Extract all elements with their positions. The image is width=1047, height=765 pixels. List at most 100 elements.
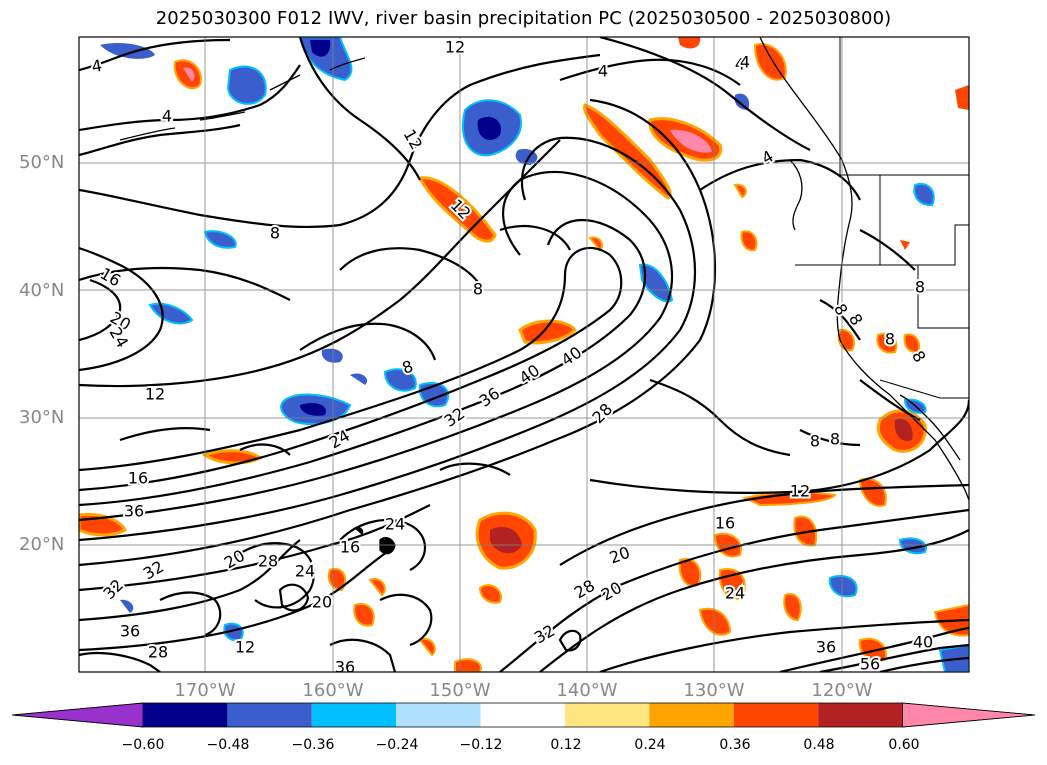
- contour-label-halo: 36: [816, 638, 836, 657]
- contour-label-halo: 8: [885, 330, 895, 349]
- colorbar-segment: [143, 703, 228, 727]
- contour-label: 24: [725, 584, 745, 603]
- colorbar-label: −0.60: [121, 737, 165, 753]
- colorbar-label: 0.48: [803, 737, 835, 753]
- lon-label-130w: 130°W: [683, 680, 745, 701]
- map-frame: [78, 36, 970, 673]
- colorbar-segment: [227, 703, 312, 727]
- contour-label: 36: [120, 622, 140, 641]
- colorbar-extend-min: [11, 702, 144, 728]
- contour-label-halo: 36: [124, 502, 144, 521]
- contour-label: 4: [90, 56, 103, 76]
- contour-label-halo: 8: [810, 432, 820, 451]
- contour-label: 8: [885, 330, 895, 349]
- political-borders: [795, 37, 969, 399]
- contour-label: 8: [810, 432, 820, 451]
- contour-label: 8: [830, 430, 840, 449]
- coastlines: [119, 37, 969, 555]
- contour-label-halo: 24: [725, 584, 745, 603]
- contour-label-halo: 12: [235, 638, 255, 657]
- contour-label-halo: 28: [148, 643, 168, 662]
- lat-label-50n: 50°N: [19, 152, 65, 173]
- contour-label-halo: 8: [270, 224, 280, 243]
- contour-label-halo: 12: [145, 385, 165, 404]
- lon-label-160w: 160°W: [302, 680, 364, 701]
- contour-label-halo: 4: [735, 55, 745, 74]
- contour-label: 36: [124, 502, 144, 521]
- contour-label: 36: [816, 638, 836, 657]
- iwv-contours: [79, 37, 969, 672]
- contour-label-halo: 24: [385, 515, 405, 534]
- contour-label: 36: [335, 658, 355, 677]
- colorbar-segment: [311, 703, 397, 727]
- contour-label: 16: [128, 469, 148, 488]
- colorbar-segment: [565, 703, 650, 727]
- contour-label-halo: 4: [740, 53, 750, 72]
- lon-label-150w: 150°W: [429, 680, 491, 701]
- lat-label-40n: 40°N: [19, 280, 65, 301]
- lat-label-30n: 30°N: [19, 407, 65, 428]
- contour-label: 20: [312, 593, 332, 612]
- colorbar-label: 0.60: [888, 737, 920, 753]
- contour-label: 40: [913, 633, 933, 652]
- contour-label-halo: 16: [128, 469, 148, 488]
- contour-label: 28: [148, 643, 168, 662]
- map-background: [79, 37, 969, 672]
- colorbar-segment: [733, 703, 819, 727]
- colorbar-label: 0.24: [634, 737, 666, 753]
- contour-label: 56: [860, 655, 880, 674]
- contour-label: 4: [598, 62, 608, 81]
- colorbar: [11, 702, 1036, 728]
- colorbar-segment: [649, 703, 734, 727]
- contour-label: 4: [735, 55, 745, 74]
- contour-label-halo: 8: [473, 280, 483, 299]
- lon-label-140w: 140°W: [556, 680, 618, 701]
- contour-label: 8: [473, 280, 483, 299]
- contour-label-halo: 8: [915, 278, 925, 297]
- contour-label: 4: [740, 53, 750, 72]
- colorbar-segment: [480, 703, 565, 727]
- contour-label: 12: [445, 38, 465, 57]
- contour-label: 24: [295, 562, 315, 581]
- graticule: [79, 37, 969, 672]
- contour-label: 12: [790, 482, 810, 501]
- contour-label-halo: 16: [715, 514, 735, 533]
- contour-label: 8: [270, 224, 280, 243]
- colorbar-label: −0.24: [375, 737, 419, 753]
- contour-label-halo: 20: [312, 593, 332, 612]
- colorbar-label: −0.36: [291, 737, 335, 753]
- contour-label-halo: 12: [790, 482, 810, 501]
- colorbar-label: −0.48: [206, 737, 250, 753]
- precip-anomaly-fills: [79, 37, 969, 672]
- contour-label: 16: [715, 514, 735, 533]
- colorbar-label: 0.36: [719, 737, 751, 753]
- colorbar-segment: [396, 703, 481, 727]
- contour-label: 16: [340, 538, 360, 557]
- lat-label-20n: 20°N: [19, 534, 65, 555]
- lon-label-170w: 170°W: [174, 680, 236, 701]
- contour-label-halo: 28: [258, 552, 278, 571]
- colorbar-label: −0.12: [459, 737, 503, 753]
- colorbar-label: 0.12: [550, 737, 582, 753]
- contour-label: 28: [258, 552, 278, 571]
- colorbar-segment: [818, 703, 903, 727]
- contour-label-halo: 8: [830, 430, 840, 449]
- contour-label: 8: [915, 278, 925, 297]
- contour-label: 12: [235, 638, 255, 657]
- contour-label-halo: 36: [335, 658, 355, 677]
- contour-label-halo: 56: [860, 655, 880, 674]
- contour-label-halo: 4: [598, 62, 608, 81]
- contour-label: 24: [385, 515, 405, 534]
- colorbar-extend-max: [902, 702, 1036, 728]
- colorbar-outline: [11, 702, 1036, 728]
- contour-label-halo: 36: [120, 622, 140, 641]
- contour-label: 12: [145, 385, 165, 404]
- lon-label-120w: 120°W: [811, 680, 873, 701]
- contour-label-halo: 16: [340, 538, 360, 557]
- contour-label-halo: 4: [162, 107, 172, 126]
- map-title: 2025030300 F012 IWV, river basin precipi…: [155, 8, 892, 29]
- contour-label: 4: [162, 107, 172, 126]
- contour-label-halo: 40: [913, 633, 933, 652]
- contour-label-halo: 24: [295, 562, 315, 581]
